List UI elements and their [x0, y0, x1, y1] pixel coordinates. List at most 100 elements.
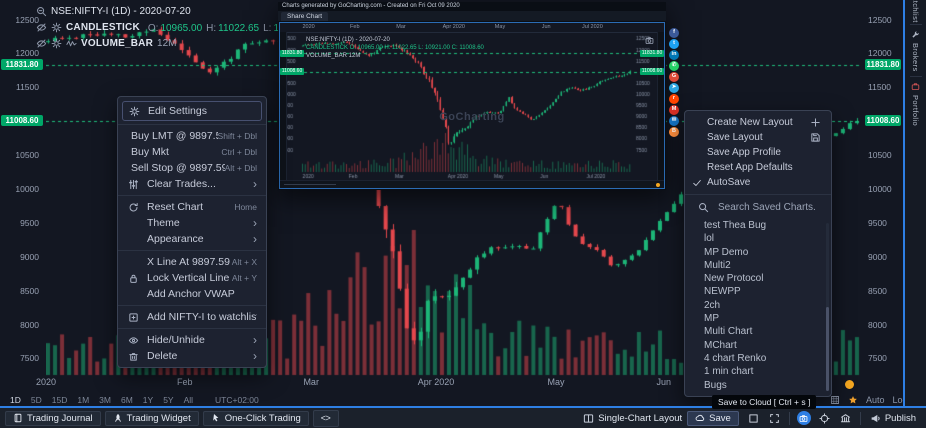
button-label: One-Click Trading	[224, 412, 301, 424]
eye-slash-icon[interactable]	[36, 22, 47, 33]
watchlist-add-icon	[128, 312, 139, 323]
square-tool-button[interactable]	[746, 411, 761, 426]
time-axis[interactable]: 2020 Feb Mar Apr 2020 May Jun	[0, 378, 903, 392]
context-menu-item-buy-lmt-9897-59[interactable]: Buy LMT @ 9897.59Shift + Dbl	[118, 128, 266, 144]
fullscreen-button[interactable]	[767, 411, 782, 426]
saved-chart-bugs[interactable]: Bugs	[704, 379, 727, 391]
auto-scale-toggle[interactable]: Auto	[866, 394, 885, 405]
share-telegram-button[interactable]: ➤	[669, 83, 679, 93]
trading-journal-button[interactable]: Trading Journal	[5, 410, 101, 426]
timeframe-5d[interactable]: 5D	[30, 395, 42, 405]
grid-icon[interactable]	[830, 395, 840, 405]
context-menu-item-reset-chart[interactable]: Reset Chart Home	[118, 199, 266, 215]
gear-icon[interactable]	[51, 22, 62, 33]
volume-study-label: VOLUME_BAR	[81, 37, 154, 49]
saved-chart-mp-demo[interactable]: MP Demo	[704, 246, 749, 258]
publish-button[interactable]: Publish	[865, 413, 921, 424]
context-menu-item-hide-unhide[interactable]: Hide/Unhide ›	[118, 332, 266, 348]
menu-item-create-new-layout[interactable]: Create New Layout	[685, 115, 831, 130]
trading-widget-button[interactable]: Trading Widget	[104, 410, 199, 426]
crosshair-button[interactable]	[817, 411, 832, 426]
star-icon[interactable]	[848, 395, 858, 405]
saved-chart-multi-chart[interactable]: Multi Chart	[704, 326, 753, 338]
context-menu-item-appearance[interactable]: Appearance ›	[118, 231, 266, 247]
menu-item-reset-app-defaults[interactable]: Reset App Defaults	[685, 160, 831, 175]
share-gmail-button[interactable]: M	[669, 105, 679, 115]
menu-divider	[118, 195, 266, 196]
menu-item-label: Save App Profile	[707, 147, 781, 158]
price-axis-left[interactable]: 12500 12000 11500 10500 10000 9500 9000 8500 800…	[0, 0, 44, 378]
context-menu-item-sell-stop-9897-59[interactable]: Sell Stop @ 9897.59 Alt + Dbl	[118, 160, 266, 176]
saved-chart-lol[interactable]: lol	[704, 233, 715, 245]
eye-slash-icon[interactable]	[36, 38, 47, 49]
saved-chart-2ch[interactable]: 2ch	[704, 299, 721, 311]
price-tick: 7500	[868, 353, 887, 364]
share-facebook-button[interactable]: f	[669, 28, 679, 38]
log-scale-toggle[interactable]: Log	[892, 394, 908, 405]
share-twitter-button[interactable]: t	[669, 39, 679, 49]
right-sidebar: Watchlist Brokers Portfolio	[903, 0, 926, 406]
menu-item-label: Create New Layout	[707, 117, 793, 128]
sidebar-tab-watchlist[interactable]: Watchlist	[911, 0, 920, 23]
one-click-trading-button[interactable]: One-Click Trading	[202, 410, 309, 426]
scrollbar-thumb[interactable]	[826, 307, 829, 391]
share-chart-tab[interactable]: Share Chart	[281, 11, 329, 21]
single-chart-layout-button[interactable]: Single-Chart Layout	[578, 413, 687, 424]
context-menu-item-theme[interactable]: Theme ›	[118, 215, 266, 231]
timezone-label[interactable]: UTC+02:00	[215, 395, 259, 405]
context-menu-item-buy-mkt[interactable]: Buy Mkt Ctrl + Dbl	[118, 144, 266, 160]
context-menu-item-add-nifty-i-to-watchlist[interactable]: Add NIFTY-I to watchlist	[118, 309, 266, 325]
notification-dot[interactable]	[845, 380, 854, 389]
share-reddit-button[interactable]: r	[669, 94, 679, 104]
preview-time-tick: Feb	[350, 24, 360, 30]
scrollbar-track[interactable]	[826, 223, 829, 389]
timeframe-1y[interactable]: 1Y	[142, 395, 154, 405]
context-menu-item-delete[interactable]: Delete ›	[118, 348, 266, 364]
saved-chart-newpp[interactable]: NEWPP	[704, 286, 741, 298]
sidebar-tab-brokers[interactable]: Brokers	[905, 30, 926, 72]
timeframe-3m[interactable]: 3M	[99, 395, 111, 405]
menu-item-save-app-profile[interactable]: Save App Profile	[685, 145, 831, 160]
camera-button[interactable]	[796, 411, 811, 425]
symbol-title[interactable]: NSE:NIFTY-I (1D) - 2020-07-20	[51, 5, 191, 17]
timeframe-5y[interactable]: 5Y	[163, 395, 174, 405]
context-menu-item-edit-settings[interactable]: Edit Settings	[122, 101, 262, 121]
share-blogger-button[interactable]: B	[669, 127, 679, 137]
context-menu-item-add-anchor-vwap[interactable]: Add Anchor VWAP	[118, 286, 266, 302]
timeframe-1d[interactable]: 1D	[10, 395, 21, 405]
menu-item-save-layout[interactable]: Save Layout	[685, 130, 831, 145]
save-button[interactable]: Save	[687, 410, 739, 426]
saved-chart-new-protocol[interactable]: New Protocol	[704, 273, 764, 285]
saved-chart-test-thea-bug[interactable]: test Thea Bug	[704, 220, 767, 231]
share-whatsapp-button[interactable]: ✆	[669, 61, 679, 71]
saved-chart-mchart[interactable]: MChart	[704, 339, 737, 351]
menu-item-autosave[interactable]: AutoSave	[685, 175, 831, 190]
gear-icon[interactable]	[51, 38, 62, 49]
price-tick: 12000	[15, 48, 39, 59]
zoom-out-icon[interactable]	[36, 6, 47, 17]
share-email-button[interactable]: ✉	[669, 116, 679, 126]
share-linkedin-button[interactable]: in	[669, 50, 679, 60]
timeframe-15d[interactable]: 15D	[51, 395, 68, 405]
saved-charts-search[interactable]	[685, 194, 831, 219]
context-menu-item-lock-vertical-line[interactable]: Lock Vertical Line Alt + Y	[118, 270, 266, 286]
check-icon	[692, 178, 702, 188]
share-googleplus-button[interactable]: G	[669, 72, 679, 82]
price-axis-right[interactable]: 12500 12000 11500 10500 10000 9500 9000 8500 800…	[864, 0, 902, 378]
timeframe-all[interactable]: All	[183, 395, 194, 405]
timeframe-1m[interactable]: 1M	[77, 395, 90, 405]
sidebar-tab-portfolio[interactable]: Portfolio	[905, 82, 926, 126]
search-input[interactable]	[716, 200, 824, 214]
saved-chart-multi2[interactable]: Multi2	[704, 259, 731, 271]
price-tick: 9000	[868, 251, 887, 262]
timeframe-6m[interactable]: 6M	[120, 395, 133, 405]
code-button[interactable]: <>	[312, 409, 339, 427]
preview-time-tick: Apr 2020	[442, 24, 465, 30]
saved-chart-mp[interactable]: MP	[704, 313, 719, 325]
saved-chart-1-min-chart[interactable]: 1 min chart	[704, 366, 754, 378]
bank-button[interactable]	[838, 411, 853, 426]
context-menu-item-x-line-at-9897-59[interactable]: X Line At 9897.59 Alt + X	[118, 254, 266, 270]
context-menu-item-clear-trades[interactable]: Clear Trades... ›	[118, 176, 266, 192]
saved-chart-4-chart-renko[interactable]: 4 chart Renko	[704, 352, 767, 364]
price-tick: 12500	[868, 14, 892, 25]
